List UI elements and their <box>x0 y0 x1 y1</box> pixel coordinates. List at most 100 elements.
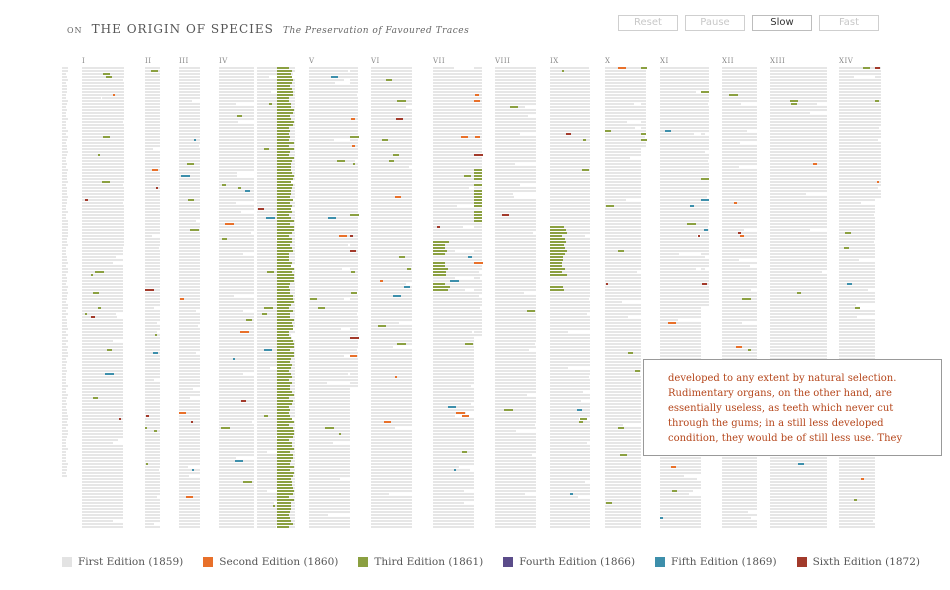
edition-change-mark <box>665 130 671 132</box>
edition-change-mark <box>264 148 269 150</box>
edition-change-mark <box>404 286 410 288</box>
reset-button[interactable]: Reset <box>618 15 678 31</box>
edition-change-mark <box>582 169 589 171</box>
legend-item-sixth-edition[interactable]: Sixth Edition (1872) <box>796 556 920 568</box>
text-line <box>605 256 641 258</box>
text-line <box>433 283 474 285</box>
text-line <box>770 226 827 228</box>
text-line <box>474 286 482 288</box>
text-line <box>605 163 641 165</box>
text-line <box>722 109 757 111</box>
text-line <box>495 511 536 513</box>
text-line <box>257 472 277 474</box>
text-line <box>62 364 66 366</box>
pause-button[interactable]: Pause <box>685 15 745 31</box>
text-line <box>257 250 277 252</box>
text-line <box>839 349 875 351</box>
text-line <box>701 190 709 192</box>
edition-change-mark <box>277 175 294 177</box>
text-line <box>257 175 277 177</box>
text-line <box>257 256 277 258</box>
text-line <box>62 211 68 213</box>
text-line <box>350 295 358 297</box>
text-line <box>179 448 200 450</box>
text-line <box>102 238 124 240</box>
edition-change-mark <box>277 427 293 429</box>
text-line <box>179 523 200 525</box>
text-line <box>605 481 641 483</box>
text-line <box>660 469 701 471</box>
text-line <box>722 496 757 498</box>
text-line <box>219 265 254 267</box>
text-line <box>495 130 536 132</box>
text-line <box>309 526 350 528</box>
text-line <box>145 244 160 246</box>
legend-item-second-edition[interactable]: Second Edition (1860) <box>203 556 338 568</box>
text-line <box>145 199 160 201</box>
text-line <box>179 454 200 456</box>
text-line <box>102 244 124 246</box>
text-line <box>550 256 590 258</box>
text-line <box>257 508 277 510</box>
text-line <box>371 85 412 87</box>
text-line <box>82 412 123 414</box>
edition-change-mark <box>277 79 293 81</box>
text-line <box>433 352 474 354</box>
text-line <box>550 367 568 369</box>
text-line <box>179 190 200 192</box>
text-line <box>722 460 757 462</box>
text-line <box>550 511 590 513</box>
edition-change-mark <box>668 322 676 324</box>
edition-change-mark <box>701 199 709 201</box>
text-line <box>605 517 641 519</box>
slow-button[interactable]: Slow <box>752 15 812 31</box>
text-line <box>839 319 875 321</box>
text-line <box>179 310 196 312</box>
edition-change-mark <box>277 502 291 504</box>
text-line <box>660 190 701 192</box>
legend-item-third-edition[interactable]: Third Edition (1861) <box>358 556 483 568</box>
title-main: THE ORIGIN OF SPECIES <box>91 22 274 36</box>
text-line <box>219 88 254 90</box>
text-line <box>219 340 254 342</box>
text-line <box>82 394 123 396</box>
text-line <box>257 226 277 228</box>
text-line <box>605 502 641 504</box>
edition-change-mark <box>277 70 292 72</box>
text-line <box>495 181 536 183</box>
text-line <box>350 331 358 333</box>
text-line <box>722 313 757 315</box>
text-line <box>433 196 474 198</box>
text-line <box>145 388 160 390</box>
text-line <box>179 436 200 438</box>
edition-change-mark <box>277 223 290 225</box>
text-line <box>722 490 757 492</box>
text-line <box>433 358 474 360</box>
text-line <box>82 499 123 501</box>
text-line <box>257 346 277 348</box>
text-line <box>605 334 641 336</box>
text-line <box>371 424 412 426</box>
text-line <box>722 217 757 219</box>
text-line <box>770 526 827 528</box>
text-line <box>433 511 474 513</box>
text-line <box>660 481 701 483</box>
text-line <box>701 73 709 75</box>
edition-change-mark <box>462 451 467 453</box>
text-line <box>82 472 123 474</box>
fast-button[interactable]: Fast <box>819 15 879 31</box>
text-line <box>722 325 757 327</box>
text-line <box>495 379 536 381</box>
text-line <box>474 85 482 87</box>
legend-item-fifth-edition[interactable]: Fifth Edition (1869) <box>655 556 777 568</box>
text-line <box>433 208 474 210</box>
text-line <box>102 109 124 111</box>
edition-change-mark <box>277 289 290 291</box>
text-line <box>433 154 474 156</box>
text-line <box>219 214 254 216</box>
legend-item-fourth-edition[interactable]: Fourth Edition (1866) <box>503 556 635 568</box>
text-line <box>62 289 67 291</box>
text-line <box>550 343 590 345</box>
text-line <box>257 151 277 153</box>
legend-item-first-edition[interactable]: First Edition (1859) <box>62 556 183 568</box>
